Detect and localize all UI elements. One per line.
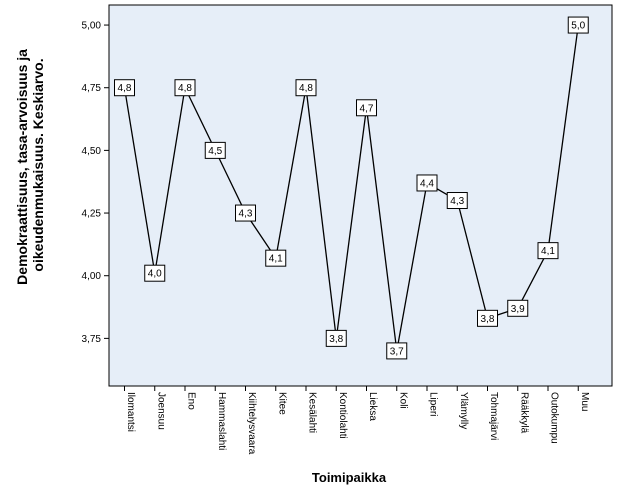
y-tick-label: 3,75 — [82, 334, 102, 345]
x-tick-label: Rääkkylä — [518, 392, 529, 434]
data-label-box — [477, 309, 498, 327]
plot-area — [108, 4, 613, 387]
data-label-box — [356, 99, 377, 117]
data-label-text: 4,5 — [208, 146, 222, 157]
data-label-box — [416, 174, 438, 192]
y-tick-label: 4,50 — [82, 146, 102, 157]
x-tick-label: Kitee — [276, 392, 287, 415]
data-label-text: 4,8 — [178, 83, 192, 94]
x-tick-label: Kesälahti — [307, 392, 318, 433]
data-label-box — [174, 79, 196, 97]
data-label-text: 4,8 — [118, 83, 132, 94]
data-label: 4,0 — [144, 264, 166, 282]
data-label-text: 4,3 — [450, 196, 464, 207]
data-label-text: 4,1 — [269, 254, 283, 265]
data-label: 4,5 — [204, 141, 226, 159]
y-axis-title-line-1: Demokraattisuus, tasa-arvoisuus ja — [14, 49, 30, 285]
y-axis-title-line-2: oikeudenmukaisuus. Keskiarvo. — [30, 58, 46, 271]
x-tick-label: Kiihtelysvaara — [246, 392, 257, 455]
data-label-box — [265, 249, 287, 267]
x-tick-label: Ilomantsi — [125, 392, 136, 432]
data-label-text: 4,4 — [420, 178, 434, 189]
data-label: 3,7 — [386, 342, 408, 360]
data-label: 4,8 — [174, 79, 196, 97]
x-tick-label: Eno — [186, 392, 197, 410]
data-label-text: 4,7 — [360, 103, 374, 114]
data-label: 4,1 — [265, 249, 287, 267]
y-tick-label: 4,25 — [82, 209, 102, 220]
data-label: 4,3 — [235, 204, 256, 222]
y-axis: 3,75 4,00 4,25 4,50 4,75 5,00 — [82, 21, 109, 345]
data-label-box — [567, 16, 589, 34]
data-label: 4,8 — [295, 79, 317, 97]
data-label: 4,7 — [356, 99, 377, 117]
data-label: 3,9 — [507, 299, 529, 317]
data-label-text: 3,8 — [329, 334, 343, 345]
x-tick-label: Tohmajärvi — [488, 392, 499, 440]
data-label-box — [507, 299, 529, 317]
data-label-box — [386, 342, 408, 360]
data-label: 4,1 — [537, 242, 559, 260]
data-labels: 4,8 4,0 4,8 4,5 4,3 4,1 4,8 3,8 4,7 3,7 4,4 4,3 3,8 3… — [114, 16, 589, 360]
x-tick-label: Koli — [397, 392, 408, 409]
data-label: 4,4 — [416, 174, 438, 192]
data-label-box — [325, 329, 347, 347]
x-axis-title: Toimipaikka — [312, 470, 387, 485]
data-label-text: 4,0 — [148, 269, 162, 280]
data-label-box — [114, 79, 135, 97]
data-label-text: 4,3 — [239, 209, 253, 220]
data-label-text: 4,8 — [299, 83, 313, 94]
data-label: 3,8 — [325, 329, 347, 347]
x-tick-label: Lieksa — [367, 392, 378, 421]
data-label-text: 5,0 — [571, 21, 585, 32]
data-label: 4,3 — [446, 192, 468, 210]
data-label-text: 3,9 — [511, 304, 525, 315]
data-label: 3,8 — [477, 309, 498, 327]
x-tick-label: Liperi — [428, 392, 439, 416]
x-tick-label: Hammaslahti — [216, 392, 227, 450]
series-line — [123, 25, 579, 352]
data-label-box — [537, 242, 559, 260]
data-label-text: 3,7 — [390, 346, 404, 357]
data-label-box — [204, 141, 226, 159]
y-tick-label: 4,00 — [82, 271, 102, 282]
y-tick-label: 4,75 — [82, 83, 102, 94]
data-label-text: 4,1 — [541, 246, 555, 257]
data-label-box — [144, 264, 166, 282]
y-tick-label: 5,00 — [82, 21, 102, 32]
x-tick-label: Muu — [579, 392, 590, 411]
x-axis: Ilomantsi Joensuu Eno Hammaslahti Kiihtelysv… — [124, 386, 590, 455]
x-tick-label: Kontiolahti — [337, 392, 348, 439]
data-label-text: 3,8 — [481, 314, 495, 325]
data-label-box — [235, 204, 256, 222]
data-label: 5,0 — [567, 16, 589, 34]
data-label: 4,8 — [114, 79, 135, 97]
x-tick-label: Ylämylly — [458, 392, 469, 429]
y-axis-title: Demokraattisuus, tasa-arvoisuus ja oikeu… — [14, 45, 46, 285]
data-label-box — [446, 192, 468, 210]
data-label-box — [295, 79, 317, 97]
x-tick-label: Joensuu — [155, 392, 166, 430]
x-tick-label: Outokumpu — [549, 392, 560, 444]
